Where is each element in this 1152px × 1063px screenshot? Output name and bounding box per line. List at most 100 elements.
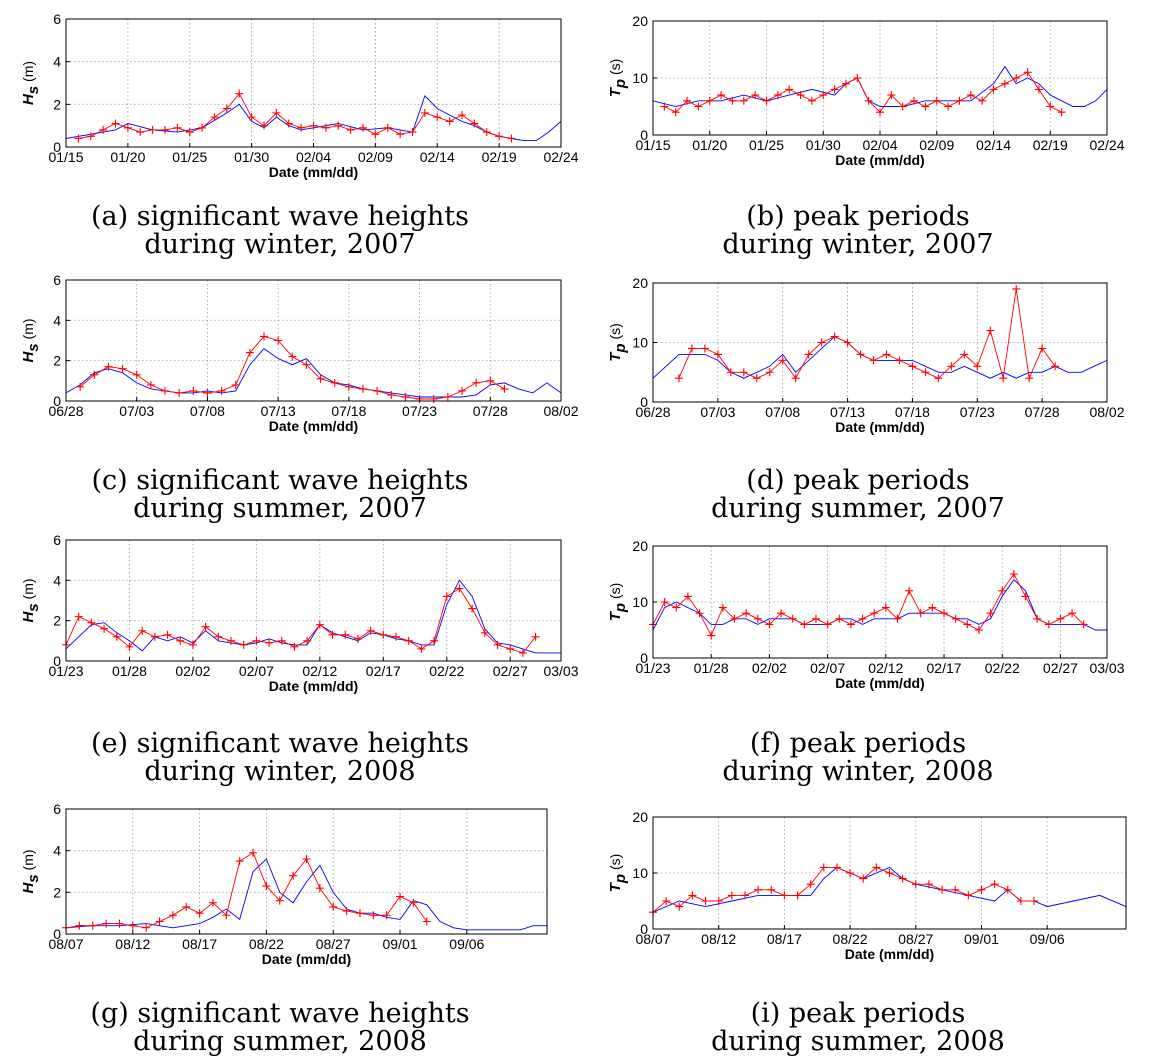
- observed-marker: [495, 132, 504, 141]
- y-tick-label: 2: [53, 613, 61, 629]
- observed-marker: [707, 631, 716, 640]
- observed-marker: [843, 338, 852, 347]
- x-axis-label: Date (mm/dd): [269, 678, 358, 694]
- caption-i-line1: (i) peak periods: [750, 998, 966, 1029]
- observed-series-line: [652, 573, 1085, 637]
- observed-marker: [328, 630, 337, 639]
- x-tick-label: 03/03: [1089, 660, 1124, 676]
- observed-marker: [793, 891, 802, 900]
- y-tick-label: 0: [640, 921, 648, 937]
- observed-marker: [739, 368, 748, 377]
- observed-marker: [694, 102, 703, 111]
- y-tick-label: 4: [53, 312, 61, 328]
- observed-marker: [830, 332, 839, 341]
- x-tick-label: 02/07: [810, 660, 845, 676]
- observed-marker: [713, 350, 722, 359]
- x-tick-label: 01/28: [112, 663, 147, 679]
- x-tick-label: 02/07: [239, 663, 274, 679]
- observed-marker: [90, 370, 99, 379]
- x-tick-label: 08/22: [249, 936, 284, 952]
- observed-marker: [846, 620, 855, 629]
- observed-marker: [662, 897, 671, 905]
- observed-marker: [989, 85, 998, 94]
- y-tick-label: 20: [632, 275, 648, 291]
- x-tick-label: 08/27: [898, 931, 933, 947]
- observed-marker: [198, 123, 207, 132]
- observed-marker: [830, 85, 839, 94]
- observed-marker: [832, 863, 841, 872]
- x-tick-label: 02/22: [985, 660, 1020, 676]
- x-tick-label: 08/12: [115, 936, 150, 952]
- y-axis-symbol: T: [607, 86, 624, 97]
- observed-marker: [882, 350, 891, 359]
- observed-marker: [695, 609, 704, 618]
- observed-marker: [960, 350, 969, 359]
- observed-marker: [778, 356, 787, 365]
- y-axis-symbol: T: [607, 881, 624, 892]
- x-tick-label: 02/12: [868, 660, 903, 676]
- observed-marker: [895, 356, 904, 365]
- observed-marker: [964, 891, 973, 900]
- observed-marker: [905, 586, 914, 595]
- observed-marker: [500, 384, 509, 393]
- observed-marker: [717, 91, 726, 100]
- observed-marker: [767, 885, 776, 894]
- panel-i: 08/07 08/12 08/17 08/22 08/27 09/01 09/06 0 10 20…: [607, 809, 1127, 962]
- x-tick-label: 08/02: [543, 403, 578, 419]
- y-tick-label: 4: [53, 54, 61, 70]
- observed-marker: [303, 636, 312, 645]
- x-tick-label: 09/01: [964, 931, 999, 947]
- observed-marker: [146, 380, 155, 389]
- observed-marker: [876, 108, 884, 117]
- observed-marker: [272, 108, 281, 117]
- observed-marker: [853, 74, 862, 82]
- observed-marker: [302, 360, 311, 369]
- x-tick-label: 01/23: [48, 663, 83, 679]
- observed-marker: [859, 874, 868, 883]
- observed-marker: [359, 123, 367, 132]
- y-tick-label: 0: [53, 926, 61, 942]
- observed-marker: [1012, 74, 1021, 82]
- x-tick-label: 02/27: [493, 663, 528, 679]
- observed-marker: [1068, 609, 1077, 618]
- observed-marker: [910, 96, 919, 105]
- caption-c-line2: during summer, 2007: [133, 493, 427, 524]
- observed-marker: [916, 609, 925, 618]
- x-tick-label: 07/08: [765, 404, 800, 420]
- x-tick-label: 02/27: [1043, 660, 1078, 676]
- observed-marker: [806, 880, 815, 889]
- x-tick-label: 07/23: [960, 404, 995, 420]
- x-tick-label: 02/17: [927, 660, 962, 676]
- observed-marker: [472, 378, 481, 387]
- observed-marker: [940, 609, 949, 618]
- observed-marker: [752, 374, 761, 383]
- caption-e-line2: during winter, 2008: [144, 756, 416, 787]
- observed-marker: [260, 332, 268, 341]
- observed-marker: [111, 119, 120, 128]
- observed-marker: [442, 592, 451, 601]
- observed-marker: [289, 871, 298, 880]
- observed-marker: [315, 884, 324, 893]
- y-tick-label: 6: [53, 532, 61, 548]
- x-axis-label: Date (mm/dd): [269, 164, 358, 180]
- observed-marker: [751, 91, 760, 100]
- observed-marker: [835, 614, 844, 623]
- panel-e: 01/23 01/28 02/02 02/07 02/12 02/17 02/22 02/27…: [20, 532, 579, 694]
- observed-marker: [342, 907, 351, 916]
- observed-marker: [409, 898, 418, 907]
- observed-marker: [977, 885, 986, 894]
- observed-marker: [1079, 620, 1088, 629]
- y-tick-label: 0: [640, 650, 648, 666]
- observed-marker: [955, 96, 964, 105]
- model-series-line: [65, 858, 547, 931]
- observed-marker: [864, 96, 873, 105]
- x-axis-label: Date (mm/dd): [262, 951, 351, 967]
- observed-marker: [881, 603, 890, 612]
- x-tick-label: 09/06: [449, 936, 484, 952]
- x-tick-label: 02/19: [1033, 137, 1068, 153]
- observed-marker: [841, 79, 850, 88]
- observed-marker: [422, 917, 431, 926]
- caption-d-line2: during summer, 2007: [711, 493, 1005, 524]
- caption-g-line1: (g) significant wave heights: [90, 998, 470, 1029]
- x-tick-label: 07/13: [830, 404, 865, 420]
